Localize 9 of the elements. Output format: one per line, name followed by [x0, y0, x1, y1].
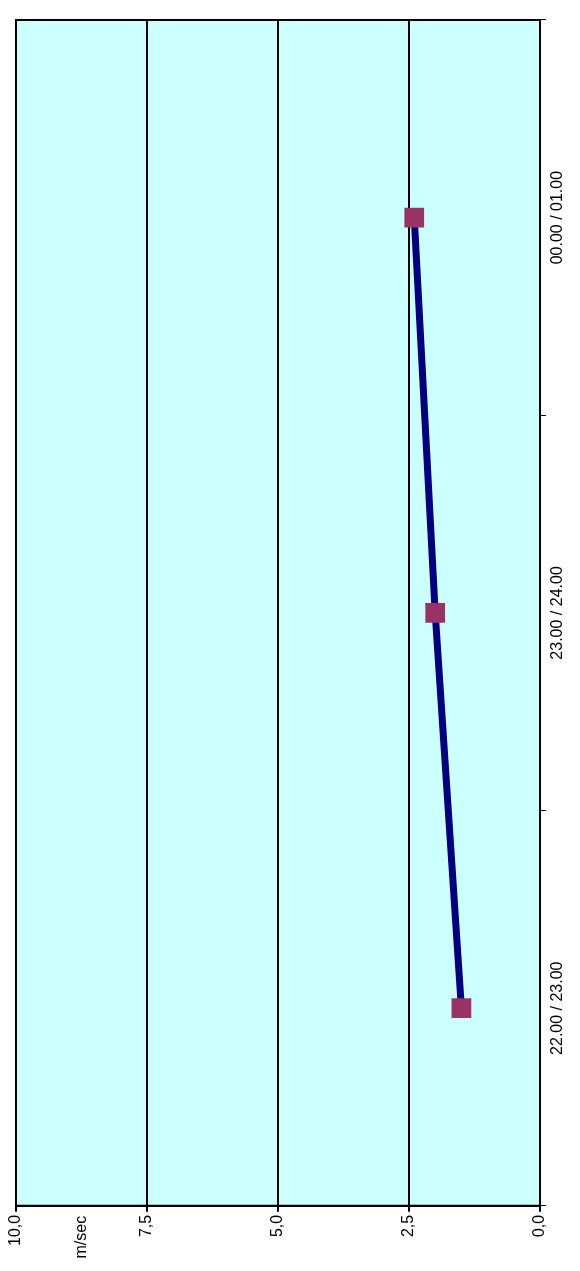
y-tick-label: 00.00 / 01.00: [548, 170, 566, 265]
x-tick-label: 0,0: [530, 1214, 548, 1238]
x-tick-label: 5,0: [268, 1214, 286, 1238]
y-tick-label: 23.00 / 24.00: [548, 566, 566, 660]
text: m/sec: [71, 1215, 89, 1259]
x-tick-label: 2,5: [399, 1214, 417, 1238]
y-tick-label: 22.00 / 23.00: [548, 961, 566, 1055]
x-tick-label: 7,5: [137, 1214, 155, 1238]
x-tick-label: 10,0: [6, 1214, 24, 1246]
